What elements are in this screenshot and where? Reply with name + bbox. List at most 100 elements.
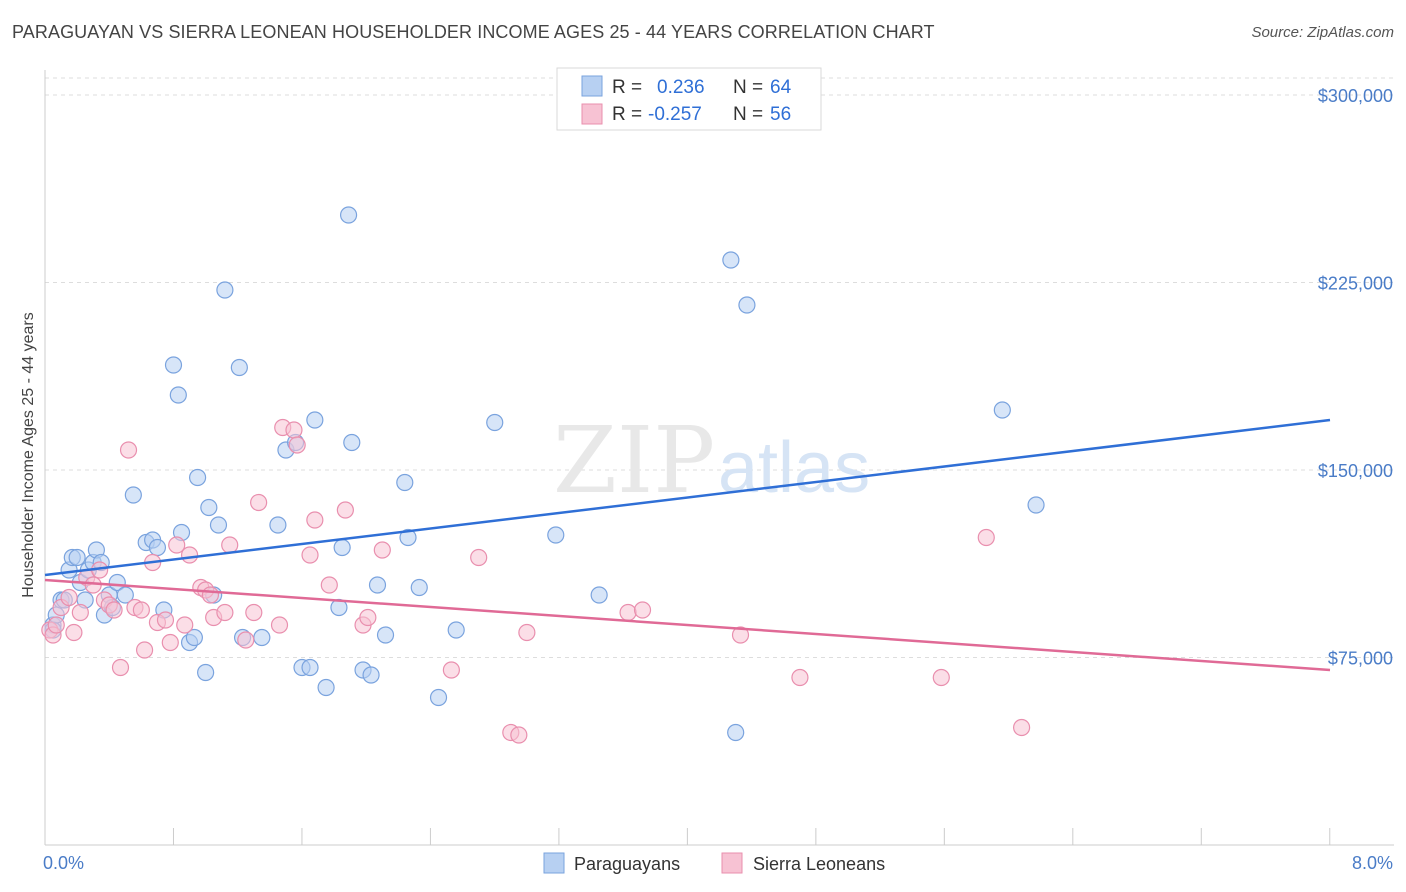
sierra-leonean-point bbox=[373, 541, 391, 559]
sierra-leonean-point bbox=[105, 601, 123, 619]
sierra-leonean-point bbox=[245, 603, 263, 622]
paraguayan-point bbox=[339, 206, 358, 224]
paraguayan-point bbox=[547, 526, 565, 544]
sierra-leonean-point bbox=[47, 616, 65, 634]
sierra-leonean-point bbox=[65, 623, 83, 642]
sierra-leonean-point bbox=[633, 601, 652, 619]
paraguayan-point bbox=[343, 433, 361, 452]
sierra-leonean-point bbox=[320, 576, 338, 594]
axes-layer bbox=[44, 70, 1394, 846]
paraguayan-point bbox=[396, 473, 414, 492]
bottom-legend: Paraguayans Sierra Leoneans bbox=[543, 852, 885, 874]
bottom-legend-sierra-leoneans: Sierra Leoneans bbox=[753, 854, 885, 874]
y-tick-label: $150,000 bbox=[1318, 461, 1393, 481]
legend-swatch-sierra-leoneans bbox=[581, 103, 603, 125]
paraguayan-point bbox=[216, 281, 234, 299]
trend-layer bbox=[44, 418, 1331, 672]
watermark-atlas: atlas bbox=[718, 428, 870, 508]
legend-box: R = 0.236 N = 64 R = -0.257 N = 56 bbox=[556, 67, 822, 131]
sierra-leonean-point bbox=[111, 658, 130, 677]
sierra-leonean-point bbox=[250, 493, 268, 512]
sierra-leonean-point bbox=[336, 501, 354, 519]
paraguayan-point bbox=[738, 296, 756, 314]
sierra-leonean-point bbox=[301, 546, 319, 564]
legend-n-label-2: N = bbox=[733, 104, 763, 125]
legend-n-label-1: N = bbox=[733, 77, 763, 98]
x-tick-label-start: 0.0% bbox=[43, 853, 84, 873]
sierra-leonean-point bbox=[977, 528, 995, 547]
legend-r-value-1: 0.236 bbox=[657, 77, 705, 98]
paraguayan-point bbox=[116, 586, 134, 604]
sierra-leonean-point bbox=[932, 668, 950, 687]
sierra-leonean-point bbox=[60, 588, 78, 607]
y-tick-label: $75,000 bbox=[1328, 649, 1393, 669]
paraguayan-point bbox=[376, 626, 395, 644]
sierra-leonean-point bbox=[306, 511, 324, 529]
sierra-leonean-point bbox=[221, 536, 239, 554]
legend-n-value-2: 56 bbox=[770, 104, 791, 125]
sierra-leonean-point bbox=[285, 421, 303, 439]
chart-title: PARAGUAYAN VS SIERRA LEONEAN HOUSEHOLDER… bbox=[12, 22, 935, 42]
paraguayan-point bbox=[169, 386, 187, 404]
paraguayan-point bbox=[164, 356, 183, 374]
sierra-leonean-point bbox=[156, 611, 175, 629]
sierra-leonean-point bbox=[510, 726, 528, 744]
sierra-leonean-point bbox=[161, 633, 179, 652]
paraguayan-point bbox=[727, 723, 745, 742]
y-axis-label: Householder Income Ages 25 - 44 years bbox=[20, 312, 37, 598]
legend-n-value-1: 64 bbox=[770, 77, 792, 98]
sierra-leonean-point bbox=[470, 548, 488, 567]
sierra-leonean-point bbox=[270, 616, 289, 634]
paraguayan-point bbox=[1027, 496, 1045, 514]
paraguayan-point bbox=[429, 688, 448, 707]
watermark: ZIP atlas bbox=[553, 407, 870, 514]
sierra-leonean-point bbox=[135, 641, 154, 659]
source-label: Source: ZipAtlas.com bbox=[1251, 24, 1394, 41]
paraguayan-point bbox=[209, 516, 228, 534]
paraguayan-point bbox=[333, 538, 351, 557]
legend-swatch-paraguayans bbox=[581, 75, 603, 97]
paraguayan-point bbox=[590, 586, 608, 604]
labels-layer: $75,000 $150,000 $225,000 $300,000 0.0% 8.0% H… bbox=[20, 86, 1393, 873]
paraguayan-point bbox=[993, 401, 1011, 419]
paraguayan-point bbox=[269, 516, 287, 534]
sierra-leonean-point bbox=[71, 603, 89, 622]
paraguayan-point bbox=[410, 578, 428, 597]
sierra-leonean-point bbox=[237, 631, 255, 649]
points-layer bbox=[41, 206, 1045, 744]
legend-r-value-2: -0.257 bbox=[648, 104, 702, 125]
sierra-leonean-trend-line bbox=[44, 578, 1331, 672]
sierra-leonean-point bbox=[518, 623, 536, 642]
sierra-leonean-point bbox=[168, 536, 186, 554]
sierra-leonean-point bbox=[791, 668, 809, 687]
sierra-leonean-point bbox=[216, 603, 234, 622]
paraguayan-trend-line bbox=[44, 418, 1331, 577]
paraguayan-point bbox=[253, 628, 271, 647]
bottom-legend-swatch-sierra-leoneans bbox=[721, 852, 743, 874]
sierra-leonean-point bbox=[201, 586, 220, 604]
sierra-leonean-point bbox=[731, 626, 750, 644]
y-tick-label: $300,000 bbox=[1318, 86, 1393, 106]
paraguayan-point bbox=[368, 576, 387, 594]
paraguayan-point bbox=[317, 678, 335, 697]
paraguayan-point bbox=[301, 658, 319, 677]
x-tick-label-end: 8.0% bbox=[1352, 853, 1393, 873]
paraguayan-point bbox=[197, 663, 215, 682]
y-tick-label: $225,000 bbox=[1318, 274, 1393, 294]
paraguayan-point bbox=[306, 411, 324, 429]
sierra-leonean-point bbox=[1012, 718, 1031, 737]
paraguayan-point bbox=[148, 538, 167, 557]
sierra-leonean-point bbox=[119, 441, 138, 459]
bottom-legend-swatch-paraguayans bbox=[543, 852, 565, 874]
paraguayan-point bbox=[399, 528, 417, 547]
sierra-leonean-point bbox=[359, 608, 377, 627]
paraguayan-point bbox=[124, 486, 142, 504]
sierra-leonean-point bbox=[132, 601, 150, 619]
paraguayan-point bbox=[185, 628, 203, 647]
paraguayan-point bbox=[362, 666, 380, 684]
sierra-leonean-point bbox=[442, 661, 460, 679]
sierra-leonean-point bbox=[288, 436, 306, 454]
paraguayan-point bbox=[722, 251, 740, 269]
sierra-leonean-point bbox=[619, 603, 637, 622]
